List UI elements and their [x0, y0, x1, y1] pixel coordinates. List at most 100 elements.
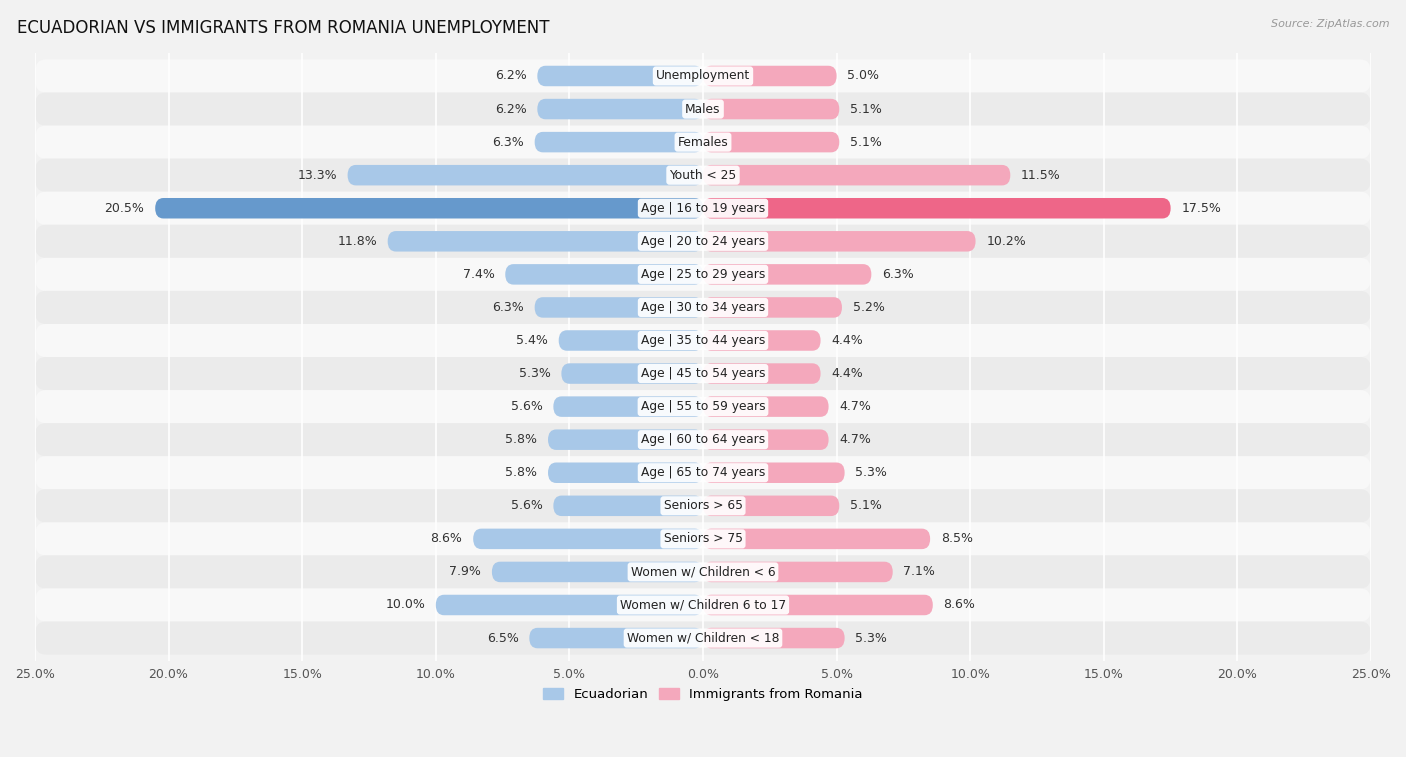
- FancyBboxPatch shape: [703, 264, 872, 285]
- FancyBboxPatch shape: [558, 330, 703, 350]
- FancyBboxPatch shape: [35, 621, 1371, 655]
- FancyBboxPatch shape: [548, 429, 703, 450]
- FancyBboxPatch shape: [35, 291, 1371, 324]
- Text: 6.5%: 6.5%: [486, 631, 519, 644]
- FancyBboxPatch shape: [35, 324, 1371, 357]
- FancyBboxPatch shape: [548, 463, 703, 483]
- Text: 4.4%: 4.4%: [831, 334, 863, 347]
- Text: 7.1%: 7.1%: [904, 565, 935, 578]
- FancyBboxPatch shape: [703, 628, 845, 648]
- Text: 5.8%: 5.8%: [505, 466, 537, 479]
- FancyBboxPatch shape: [703, 198, 1171, 219]
- FancyBboxPatch shape: [35, 60, 1371, 92]
- Text: Females: Females: [678, 136, 728, 148]
- FancyBboxPatch shape: [561, 363, 703, 384]
- Text: Seniors > 75: Seniors > 75: [664, 532, 742, 545]
- Text: 17.5%: 17.5%: [1181, 202, 1222, 215]
- Text: 5.4%: 5.4%: [516, 334, 548, 347]
- FancyBboxPatch shape: [703, 528, 931, 549]
- FancyBboxPatch shape: [155, 198, 703, 219]
- Text: 11.5%: 11.5%: [1021, 169, 1060, 182]
- FancyBboxPatch shape: [534, 132, 703, 152]
- Text: 5.2%: 5.2%: [852, 301, 884, 314]
- Text: Women w/ Children < 6: Women w/ Children < 6: [631, 565, 775, 578]
- FancyBboxPatch shape: [35, 258, 1371, 291]
- FancyBboxPatch shape: [537, 66, 703, 86]
- FancyBboxPatch shape: [703, 429, 828, 450]
- FancyBboxPatch shape: [703, 363, 821, 384]
- FancyBboxPatch shape: [35, 522, 1371, 556]
- Text: 5.8%: 5.8%: [505, 433, 537, 446]
- Text: 6.3%: 6.3%: [492, 301, 524, 314]
- FancyBboxPatch shape: [703, 562, 893, 582]
- FancyBboxPatch shape: [35, 390, 1371, 423]
- FancyBboxPatch shape: [505, 264, 703, 285]
- FancyBboxPatch shape: [703, 99, 839, 120]
- FancyBboxPatch shape: [35, 357, 1371, 390]
- FancyBboxPatch shape: [492, 562, 703, 582]
- FancyBboxPatch shape: [35, 423, 1371, 456]
- Text: 7.9%: 7.9%: [450, 565, 481, 578]
- Text: Age | 20 to 24 years: Age | 20 to 24 years: [641, 235, 765, 248]
- FancyBboxPatch shape: [35, 192, 1371, 225]
- Text: Age | 60 to 64 years: Age | 60 to 64 years: [641, 433, 765, 446]
- Text: 10.2%: 10.2%: [986, 235, 1026, 248]
- FancyBboxPatch shape: [35, 556, 1371, 588]
- Text: 6.3%: 6.3%: [882, 268, 914, 281]
- Text: Age | 25 to 29 years: Age | 25 to 29 years: [641, 268, 765, 281]
- Text: 6.3%: 6.3%: [492, 136, 524, 148]
- FancyBboxPatch shape: [436, 595, 703, 615]
- Text: 8.5%: 8.5%: [941, 532, 973, 545]
- FancyBboxPatch shape: [529, 628, 703, 648]
- Text: 20.5%: 20.5%: [104, 202, 145, 215]
- FancyBboxPatch shape: [703, 496, 839, 516]
- Text: Women w/ Children 6 to 17: Women w/ Children 6 to 17: [620, 599, 786, 612]
- Text: Age | 16 to 19 years: Age | 16 to 19 years: [641, 202, 765, 215]
- FancyBboxPatch shape: [474, 528, 703, 549]
- Text: 4.7%: 4.7%: [839, 433, 872, 446]
- Text: 4.4%: 4.4%: [831, 367, 863, 380]
- Text: 11.8%: 11.8%: [337, 235, 377, 248]
- Text: Age | 65 to 74 years: Age | 65 to 74 years: [641, 466, 765, 479]
- FancyBboxPatch shape: [537, 99, 703, 120]
- Text: 5.1%: 5.1%: [851, 500, 882, 512]
- Text: Age | 30 to 34 years: Age | 30 to 34 years: [641, 301, 765, 314]
- FancyBboxPatch shape: [703, 132, 839, 152]
- FancyBboxPatch shape: [703, 595, 932, 615]
- Text: Youth < 25: Youth < 25: [669, 169, 737, 182]
- FancyBboxPatch shape: [703, 66, 837, 86]
- Text: Males: Males: [685, 102, 721, 116]
- Text: 5.3%: 5.3%: [519, 367, 551, 380]
- FancyBboxPatch shape: [703, 330, 821, 350]
- Text: 5.3%: 5.3%: [855, 631, 887, 644]
- Text: Seniors > 65: Seniors > 65: [664, 500, 742, 512]
- Text: 5.3%: 5.3%: [855, 466, 887, 479]
- Text: Age | 35 to 44 years: Age | 35 to 44 years: [641, 334, 765, 347]
- FancyBboxPatch shape: [703, 463, 845, 483]
- FancyBboxPatch shape: [35, 126, 1371, 159]
- FancyBboxPatch shape: [347, 165, 703, 185]
- Text: 5.1%: 5.1%: [851, 136, 882, 148]
- Text: 4.7%: 4.7%: [839, 400, 872, 413]
- Text: ECUADORIAN VS IMMIGRANTS FROM ROMANIA UNEMPLOYMENT: ECUADORIAN VS IMMIGRANTS FROM ROMANIA UN…: [17, 19, 550, 37]
- FancyBboxPatch shape: [703, 231, 976, 251]
- FancyBboxPatch shape: [534, 298, 703, 318]
- FancyBboxPatch shape: [703, 397, 828, 417]
- Text: 5.6%: 5.6%: [510, 500, 543, 512]
- FancyBboxPatch shape: [703, 165, 1011, 185]
- Text: 5.0%: 5.0%: [848, 70, 879, 83]
- Text: 5.1%: 5.1%: [851, 102, 882, 116]
- FancyBboxPatch shape: [35, 489, 1371, 522]
- FancyBboxPatch shape: [388, 231, 703, 251]
- Text: 8.6%: 8.6%: [430, 532, 463, 545]
- Text: Age | 55 to 59 years: Age | 55 to 59 years: [641, 400, 765, 413]
- Text: Source: ZipAtlas.com: Source: ZipAtlas.com: [1271, 19, 1389, 29]
- Legend: Ecuadorian, Immigrants from Romania: Ecuadorian, Immigrants from Romania: [538, 682, 868, 706]
- FancyBboxPatch shape: [703, 298, 842, 318]
- Text: Women w/ Children < 18: Women w/ Children < 18: [627, 631, 779, 644]
- FancyBboxPatch shape: [35, 588, 1371, 621]
- Text: 8.6%: 8.6%: [943, 599, 976, 612]
- Text: 10.0%: 10.0%: [385, 599, 425, 612]
- Text: 5.6%: 5.6%: [510, 400, 543, 413]
- Text: 6.2%: 6.2%: [495, 70, 527, 83]
